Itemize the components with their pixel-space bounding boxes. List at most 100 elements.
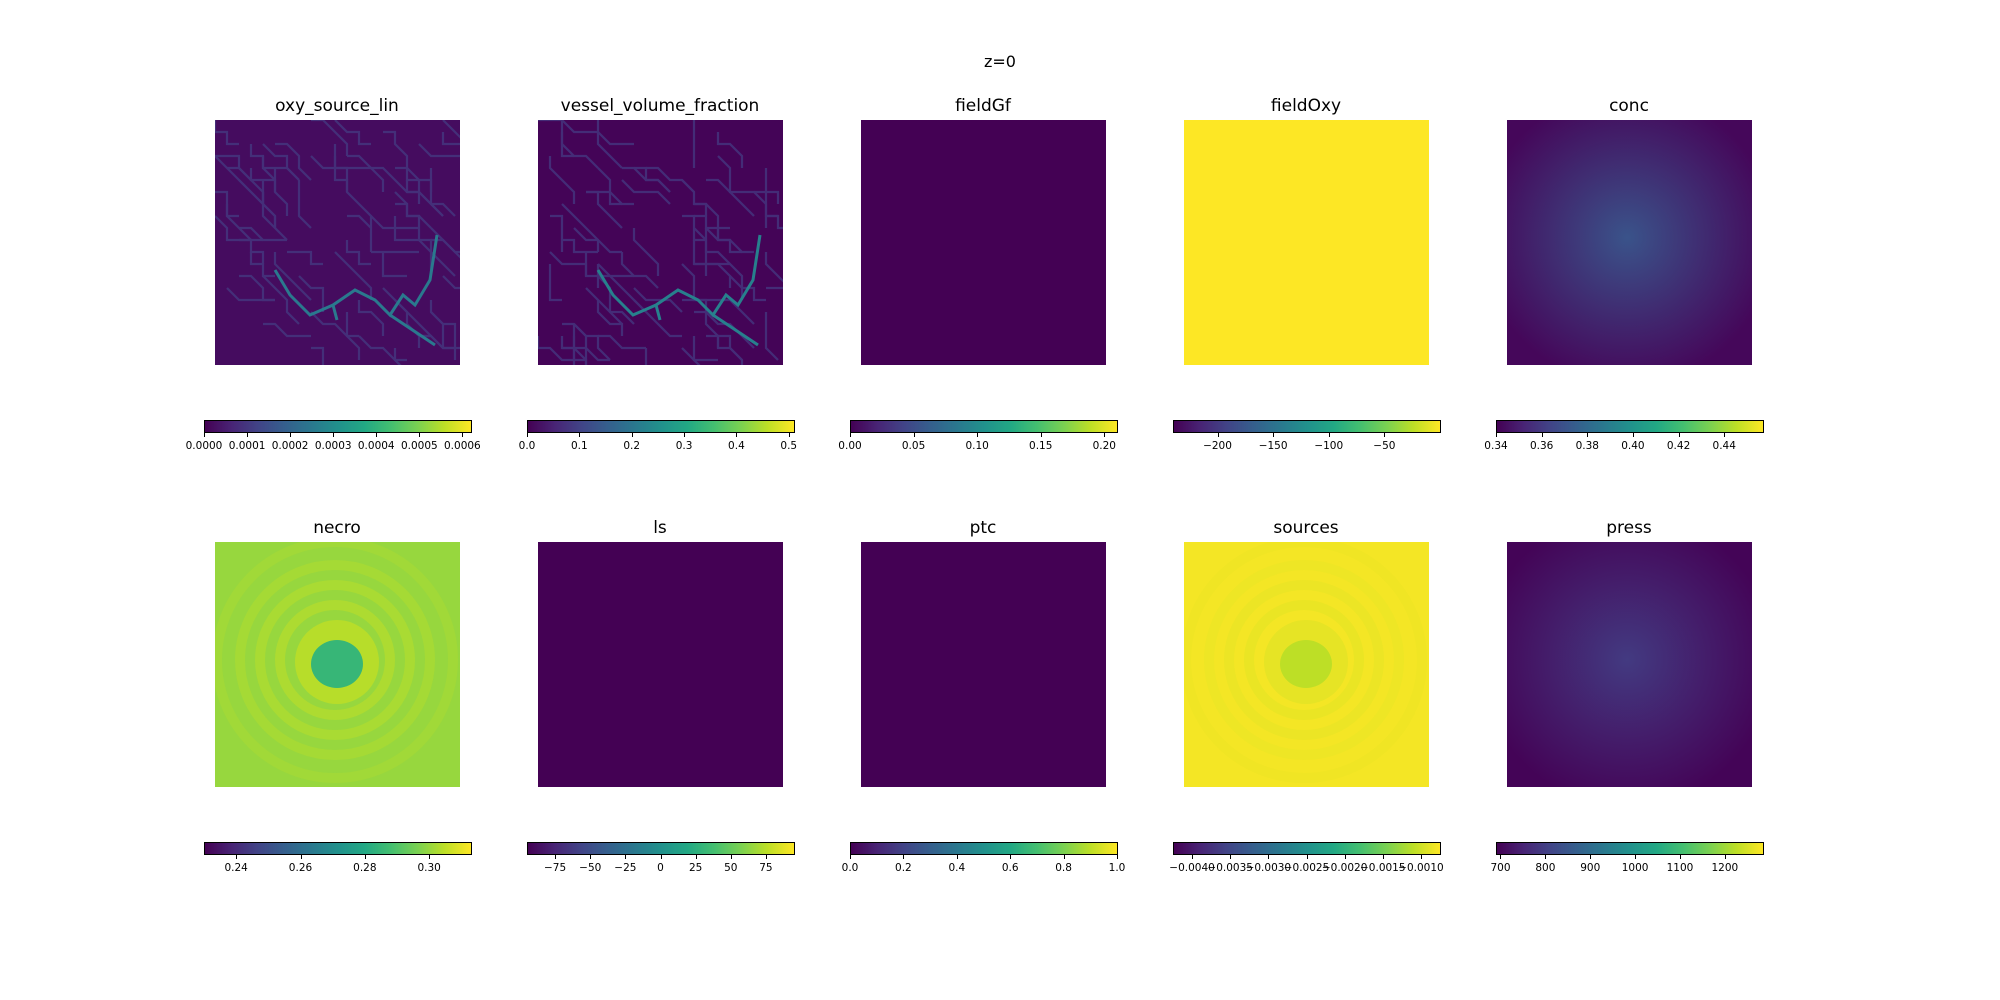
colorbar: [1173, 420, 1441, 433]
colorbar-tick-mark: [1192, 855, 1194, 859]
colorbar-ticks: −0.0040 −0.0035 −0.0030 −0.0025 −0.0020 −0.00…: [1169, 855, 1444, 885]
colorbar-tick-mark: [913, 433, 915, 437]
colorbar-tick-label: 0.1: [570, 440, 588, 452]
heatmap-gradient: [1507, 542, 1752, 787]
panel-press: press 700 800 900 1000 1100 1200: [1459, 518, 1799, 918]
colorbar-tick-label: 0.24: [224, 862, 248, 874]
colorbar-tick-label: 1000: [1621, 862, 1649, 874]
colorbar-tick-mark: [300, 855, 302, 859]
colorbar-ticks: 700 800 900 1000 1100 1200: [1490, 855, 1764, 885]
colorbar-tick-mark: [579, 433, 581, 437]
vessel-network: [215, 120, 460, 365]
panel-ptc: ptc 0.0 0.2 0.4 0.6 0.8 1.0: [813, 518, 1153, 918]
colorbar-tick-label: 0.36: [1529, 440, 1554, 452]
heatmap-image: [538, 542, 783, 787]
ring-contour: [1224, 580, 1384, 740]
colorbar-tick-mark: [850, 433, 851, 437]
panel-fieldOxy: fieldOxy −200 −150 −100 −50: [1136, 96, 1476, 496]
colorbar-tick-label: −0.0015: [1360, 862, 1406, 874]
colorbar-tick-label: 50: [724, 862, 738, 874]
colorbar-tick-label: 0.8: [1055, 862, 1072, 874]
colorbar-tick-label: −100: [1314, 440, 1344, 452]
colorbar-tick-label: −75: [544, 862, 567, 874]
colorbar-tick-label: −0.0035: [1207, 862, 1253, 874]
colorbar-tick-label: 900: [1580, 862, 1601, 874]
colorbar-tick-mark: [1632, 433, 1634, 437]
colorbar-tick-mark: [204, 433, 205, 437]
colorbar-tick-mark: [1273, 433, 1275, 437]
colorbar-tick-label: 0.44: [1712, 440, 1736, 452]
colorbar-tick-mark: [1230, 855, 1232, 859]
colorbar-tick-label: 0.0004: [357, 440, 395, 452]
colorbar-tick-label: −0.0020: [1321, 862, 1368, 874]
colorbar-tick-label: 0.0002: [271, 440, 309, 452]
colorbar: [204, 420, 472, 433]
colorbar-ticks: 0.00 0.05 0.10 0.15 0.20: [838, 433, 1118, 463]
colorbar-tick-mark: [1117, 855, 1118, 859]
colorbar-tick-mark: [236, 855, 238, 859]
colorbar-tick-label: −0.0025: [1283, 862, 1330, 874]
colorbar-tick-mark: [1590, 855, 1592, 859]
colorbar-tick-mark: [695, 855, 697, 859]
heatmap-image: [1507, 542, 1752, 787]
colorbar-tick-mark: [1306, 855, 1308, 859]
panel-title: fieldOxy: [1270, 96, 1342, 116]
panel-title: ls: [653, 518, 667, 538]
colorbar-tick-mark: [462, 433, 464, 437]
colorbar: [850, 842, 1118, 855]
ring-contour: [1204, 560, 1404, 760]
panel-necro: necro 0.24 0.26 0.28 0.30: [167, 518, 507, 918]
colorbar: [1173, 842, 1441, 855]
colorbar-tick-label: 0.40: [1621, 440, 1645, 452]
colorbar-tick-mark: [419, 433, 421, 437]
colorbar-tick-mark: [333, 433, 335, 437]
panel-fieldGf: fieldGf 0.00 0.05 0.10 0.15 0.20: [813, 96, 1153, 496]
heatmap-image: [861, 542, 1106, 787]
heatmap-image: [215, 120, 460, 365]
colorbar-ticks: −200 −150 −100 −50: [1173, 433, 1441, 463]
colorbar-ticks: 0.24 0.26 0.28 0.30: [204, 855, 472, 885]
colorbar-ticks: 0.0 0.2 0.4 0.6 0.8 1.0: [842, 855, 1125, 885]
heatmap-image: [215, 542, 460, 787]
colorbar-tick-mark: [1382, 855, 1384, 859]
colorbar-tick-label: 0.34: [1484, 440, 1508, 452]
colorbar-tick-mark: [247, 433, 249, 437]
colorbar-tick-label: 0.15: [1029, 440, 1053, 452]
colorbar-tick-label: −25: [614, 862, 637, 874]
vessel-network: [538, 120, 783, 365]
colorbar-tick-label: 0.26: [288, 862, 313, 874]
heatmap-image: [861, 120, 1106, 365]
colorbar-tick-mark: [1679, 855, 1681, 859]
panel-title: conc: [1609, 96, 1649, 116]
colorbar-tick-label: 1.0: [1108, 862, 1126, 874]
colorbar-tick-mark: [1587, 433, 1589, 437]
colorbar-tick-mark: [1328, 433, 1330, 437]
colorbar-tick-mark: [1545, 855, 1547, 859]
colorbar-tick-label: −50: [1373, 440, 1396, 452]
colorbar-ticks: −75 −50 −25 0 25 50 75: [527, 855, 795, 885]
colorbar-ticks: 0.0 0.1 0.2 0.3 0.4 0.5: [519, 433, 797, 463]
ring-contour: [215, 542, 458, 783]
colorbar-tick-mark: [1541, 433, 1543, 437]
colorbar-tick-label: 0.0003: [314, 440, 352, 452]
colorbar: [1496, 842, 1764, 855]
ring-contour: [1244, 600, 1364, 720]
colorbar-tick-mark: [1104, 433, 1106, 437]
colorbar-tick-mark: [1010, 855, 1012, 859]
colorbar-tick-mark: [850, 855, 851, 859]
core-region: [311, 640, 363, 688]
panel-sources: sources −0.0040 −0.0035 −0.0030 −0.0025 −0.00…: [1136, 518, 1476, 918]
heatmap-image: [1184, 120, 1429, 365]
colorbar-tick-mark: [1063, 855, 1065, 859]
colorbar-tick-mark: [1384, 433, 1386, 437]
colorbar-tick-label: 0.30: [417, 862, 441, 874]
colorbar-tick-mark: [1724, 855, 1726, 859]
colorbar-tick-label: 1200: [1711, 862, 1739, 874]
colorbar-tick-label: 0.0006: [444, 440, 481, 452]
colorbar-tick-mark: [1678, 433, 1680, 437]
colorbar-tick-mark: [730, 855, 732, 859]
colorbar-tick-mark: [290, 433, 292, 437]
ring-contour: [235, 560, 435, 760]
colorbar-tick-label: 0.20: [1092, 440, 1116, 452]
heatmap-gradient: [1507, 120, 1752, 365]
